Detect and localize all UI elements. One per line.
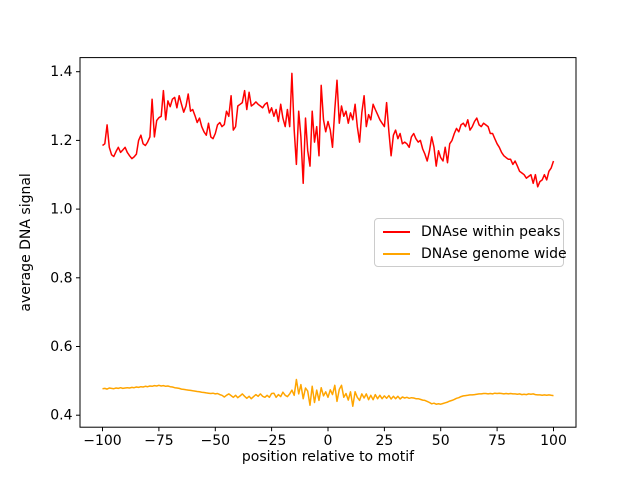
series-lines — [102, 72, 555, 407]
y-axis-label: average DNA signal — [18, 173, 34, 311]
y-tick-label: 1.0 — [50, 202, 72, 218]
x-tick-label: 0 — [324, 433, 333, 449]
x-tick-label: 25 — [375, 433, 393, 449]
x-axis-label: position relative to motif — [242, 449, 415, 465]
y-tick-label: 1.2 — [50, 133, 72, 149]
y-tick-label: 1.4 — [50, 64, 72, 80]
x-tick-label: −50 — [201, 433, 231, 449]
legend-item-dnase-genome-wide: DNAse genome wide — [383, 244, 567, 264]
legend-item-dnase-within-peaks: DNAse within peaks — [383, 222, 561, 242]
x-tick-label: 75 — [488, 433, 506, 449]
x-tick-label: 50 — [432, 433, 450, 449]
legend-label: DNAse genome wide — [421, 245, 567, 262]
y-tick-label: 0.6 — [50, 339, 72, 355]
x-tick-label: −75 — [144, 433, 174, 449]
legend-line-icon-red — [383, 230, 410, 233]
y-axis-ticks: 0.4 0.6 0.8 1.0 1.2 1.4 — [50, 64, 80, 424]
legend-label: DNAse within peaks — [421, 223, 561, 240]
legend-line-icon-orange — [383, 252, 410, 255]
x-tick-label: 100 — [540, 433, 567, 449]
series-line-within-peaks — [102, 72, 555, 188]
x-axis-ticks: −100 −75 −50 −25 0 25 50 75 100 — [83, 427, 567, 449]
y-tick-label: 0.8 — [50, 270, 72, 286]
legend: DNAse within peaks DNAse genome wide — [374, 218, 567, 267]
x-tick-label: −25 — [257, 433, 287, 449]
x-tick-label: −100 — [83, 433, 121, 449]
series-line-genome-wide — [102, 378, 554, 407]
y-tick-label: 0.4 — [50, 408, 72, 424]
